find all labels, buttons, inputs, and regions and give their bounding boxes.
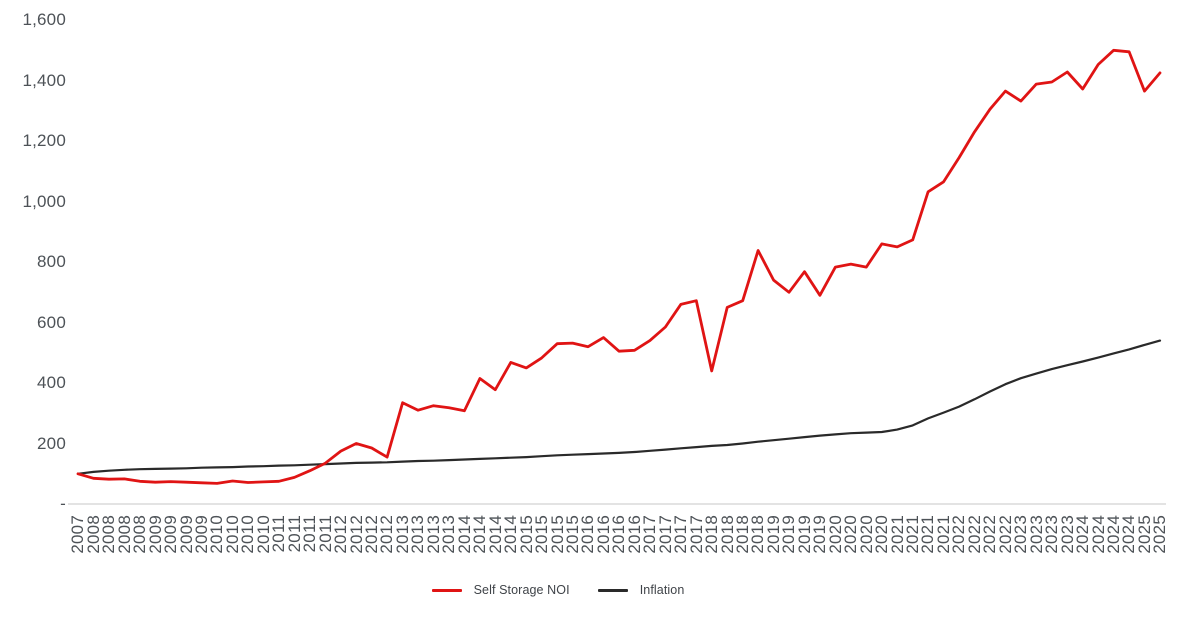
x-axis-tick-label: 2025: [1150, 515, 1170, 554]
y-axis-tick-label: 1,200: [22, 131, 66, 150]
y-axis-tick-label: 1,600: [22, 10, 66, 29]
y-axis-tick-label: -: [60, 494, 66, 513]
y-axis-tick-label: 200: [37, 433, 66, 453]
legend-line-swatch-red-icon: [431, 588, 462, 592]
series-line-inflation: [76, 339, 1162, 475]
legend-item-inflation: Inflation: [597, 583, 685, 597]
series-line-self-storage-noi: [76, 48, 1162, 485]
y-axis-tick-label: 400: [37, 373, 66, 392]
legend-item-self-storage-noi: Self Storage NOI: [431, 583, 570, 597]
y-axis-tick-label: 600: [37, 312, 66, 332]
legend-label-self-storage-noi: Self Storage NOI: [473, 583, 570, 597]
y-axis-tick-label: 1,000: [22, 191, 66, 211]
y-axis-tick-label: 800: [37, 252, 66, 271]
legend-label-inflation: Inflation: [639, 583, 685, 597]
legend-line-swatch-black-icon: [597, 588, 628, 592]
legend: Self Storage NOI Inflation: [0, 583, 1158, 597]
y-axis-tick-label: 1,400: [22, 70, 66, 90]
